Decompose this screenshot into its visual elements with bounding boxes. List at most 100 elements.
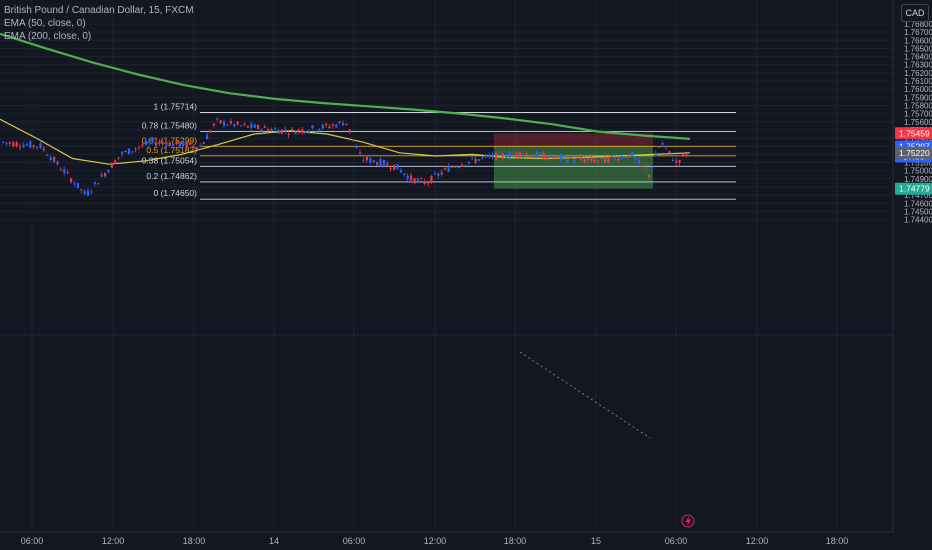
candle-body	[556, 155, 559, 157]
candle-body	[393, 164, 396, 170]
candle-body	[379, 158, 382, 167]
candle-body	[318, 128, 321, 131]
candle-body	[474, 158, 477, 163]
candle-body	[464, 165, 467, 167]
candle-body	[607, 157, 610, 163]
price-tick-label: 1.76400	[904, 53, 932, 62]
candle-body	[454, 166, 457, 168]
candle-body	[685, 154, 688, 157]
candle-body	[124, 151, 127, 153]
candle-body	[100, 174, 103, 177]
candle-body	[515, 151, 518, 156]
candle-body	[678, 160, 681, 163]
candle-body	[168, 142, 171, 147]
symbol-title[interactable]: British Pound / Canadian Dollar, 15, FXC…	[4, 5, 194, 16]
lightning-icon[interactable]	[681, 514, 695, 528]
price-tick-label: 1.76000	[904, 85, 932, 94]
candle-body	[433, 173, 436, 175]
candle-body	[410, 175, 413, 181]
candle-body	[240, 125, 243, 127]
time-axis[interactable]: 06:00 12:00 18:00 14 06:00 12:00 18:00 15 06:00 1…	[21, 536, 849, 546]
price-tick-label: 1.74400	[904, 216, 932, 225]
candle-body	[5, 142, 8, 144]
price-tick-label: 1.74900	[904, 175, 932, 184]
candle-body	[654, 153, 657, 157]
candle-body	[212, 123, 215, 126]
candle-body	[563, 155, 566, 158]
candle-body	[675, 160, 678, 163]
candle-body	[8, 142, 11, 144]
candle-body	[406, 175, 409, 180]
price-tick-label: 1.76500	[904, 44, 932, 53]
stop-loss-zone	[494, 133, 653, 147]
candle-body	[73, 183, 76, 185]
candle-body	[376, 162, 379, 165]
candle-body	[661, 143, 664, 145]
candle-body	[450, 166, 453, 168]
candle-body	[586, 158, 589, 160]
candle-body	[399, 170, 402, 173]
candle-body	[488, 155, 491, 157]
price-tick-label: 1.76600	[904, 36, 932, 45]
time-tick-label: 12:00	[746, 536, 769, 546]
price-tick-label: 1.74600	[904, 199, 932, 208]
candle-body	[83, 190, 86, 194]
ema-200-line	[0, 32, 691, 140]
candle-body	[369, 158, 372, 163]
candle-body	[457, 166, 460, 168]
target-price-tag: 1.74779	[899, 184, 930, 194]
candle-body	[471, 157, 474, 159]
candle-body	[559, 155, 562, 161]
time-tick-label: 06:00	[21, 536, 44, 546]
candle-body	[321, 124, 324, 129]
candle-body	[49, 157, 52, 160]
candle-body	[110, 162, 113, 168]
candle-body	[158, 141, 161, 144]
candle-body	[348, 129, 351, 133]
candle-body	[342, 122, 345, 126]
fib-level-label: 1 (1.75714)	[154, 101, 198, 111]
candle-body	[277, 130, 280, 134]
candle-body	[542, 152, 545, 160]
candle-body	[22, 144, 25, 148]
candle-body	[461, 164, 464, 167]
candle-body	[127, 148, 130, 155]
candle-body	[478, 159, 481, 161]
candle-body	[107, 170, 110, 173]
ema200-legend[interactable]: EMA (200, close, 0)	[4, 31, 92, 42]
candle-body	[437, 173, 440, 177]
candle-body	[175, 140, 178, 145]
time-tick-label: 18:00	[504, 536, 527, 546]
currency-button[interactable]: CAD	[901, 4, 929, 22]
candle-body	[229, 121, 232, 124]
candle-body	[580, 157, 583, 160]
candle-body	[430, 176, 433, 184]
candle-body	[56, 161, 59, 165]
candle-body	[250, 123, 253, 128]
candle-body	[151, 138, 154, 142]
candle-body	[314, 130, 317, 132]
candle-body	[529, 155, 532, 157]
candle-body	[246, 125, 249, 128]
stop-price-tag: 1.75459	[899, 128, 930, 138]
current-price-tag: 1.75297	[899, 141, 930, 151]
ema50-legend[interactable]: EMA (50, close, 0)	[4, 18, 86, 29]
candle-body	[195, 147, 198, 150]
candle-body	[161, 143, 164, 145]
candle-body	[209, 130, 212, 133]
candle-body	[648, 174, 651, 177]
candle-body	[413, 178, 416, 184]
candle-body	[535, 151, 538, 158]
candle-body	[32, 145, 35, 147]
candle-body	[505, 156, 508, 158]
candle-body	[372, 160, 375, 163]
candle-body	[311, 125, 314, 129]
candle-body	[287, 133, 290, 135]
candle-body	[355, 146, 358, 149]
candle-body	[90, 191, 93, 193]
candle-body	[304, 131, 307, 134]
candle-body	[365, 156, 368, 161]
candle-body	[512, 153, 515, 155]
time-tick-label: 15	[591, 536, 601, 546]
